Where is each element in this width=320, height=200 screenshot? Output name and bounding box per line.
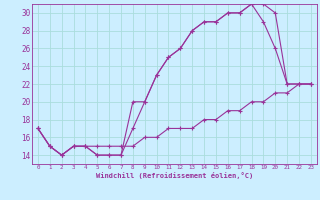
X-axis label: Windchill (Refroidissement éolien,°C): Windchill (Refroidissement éolien,°C) (96, 172, 253, 179)
